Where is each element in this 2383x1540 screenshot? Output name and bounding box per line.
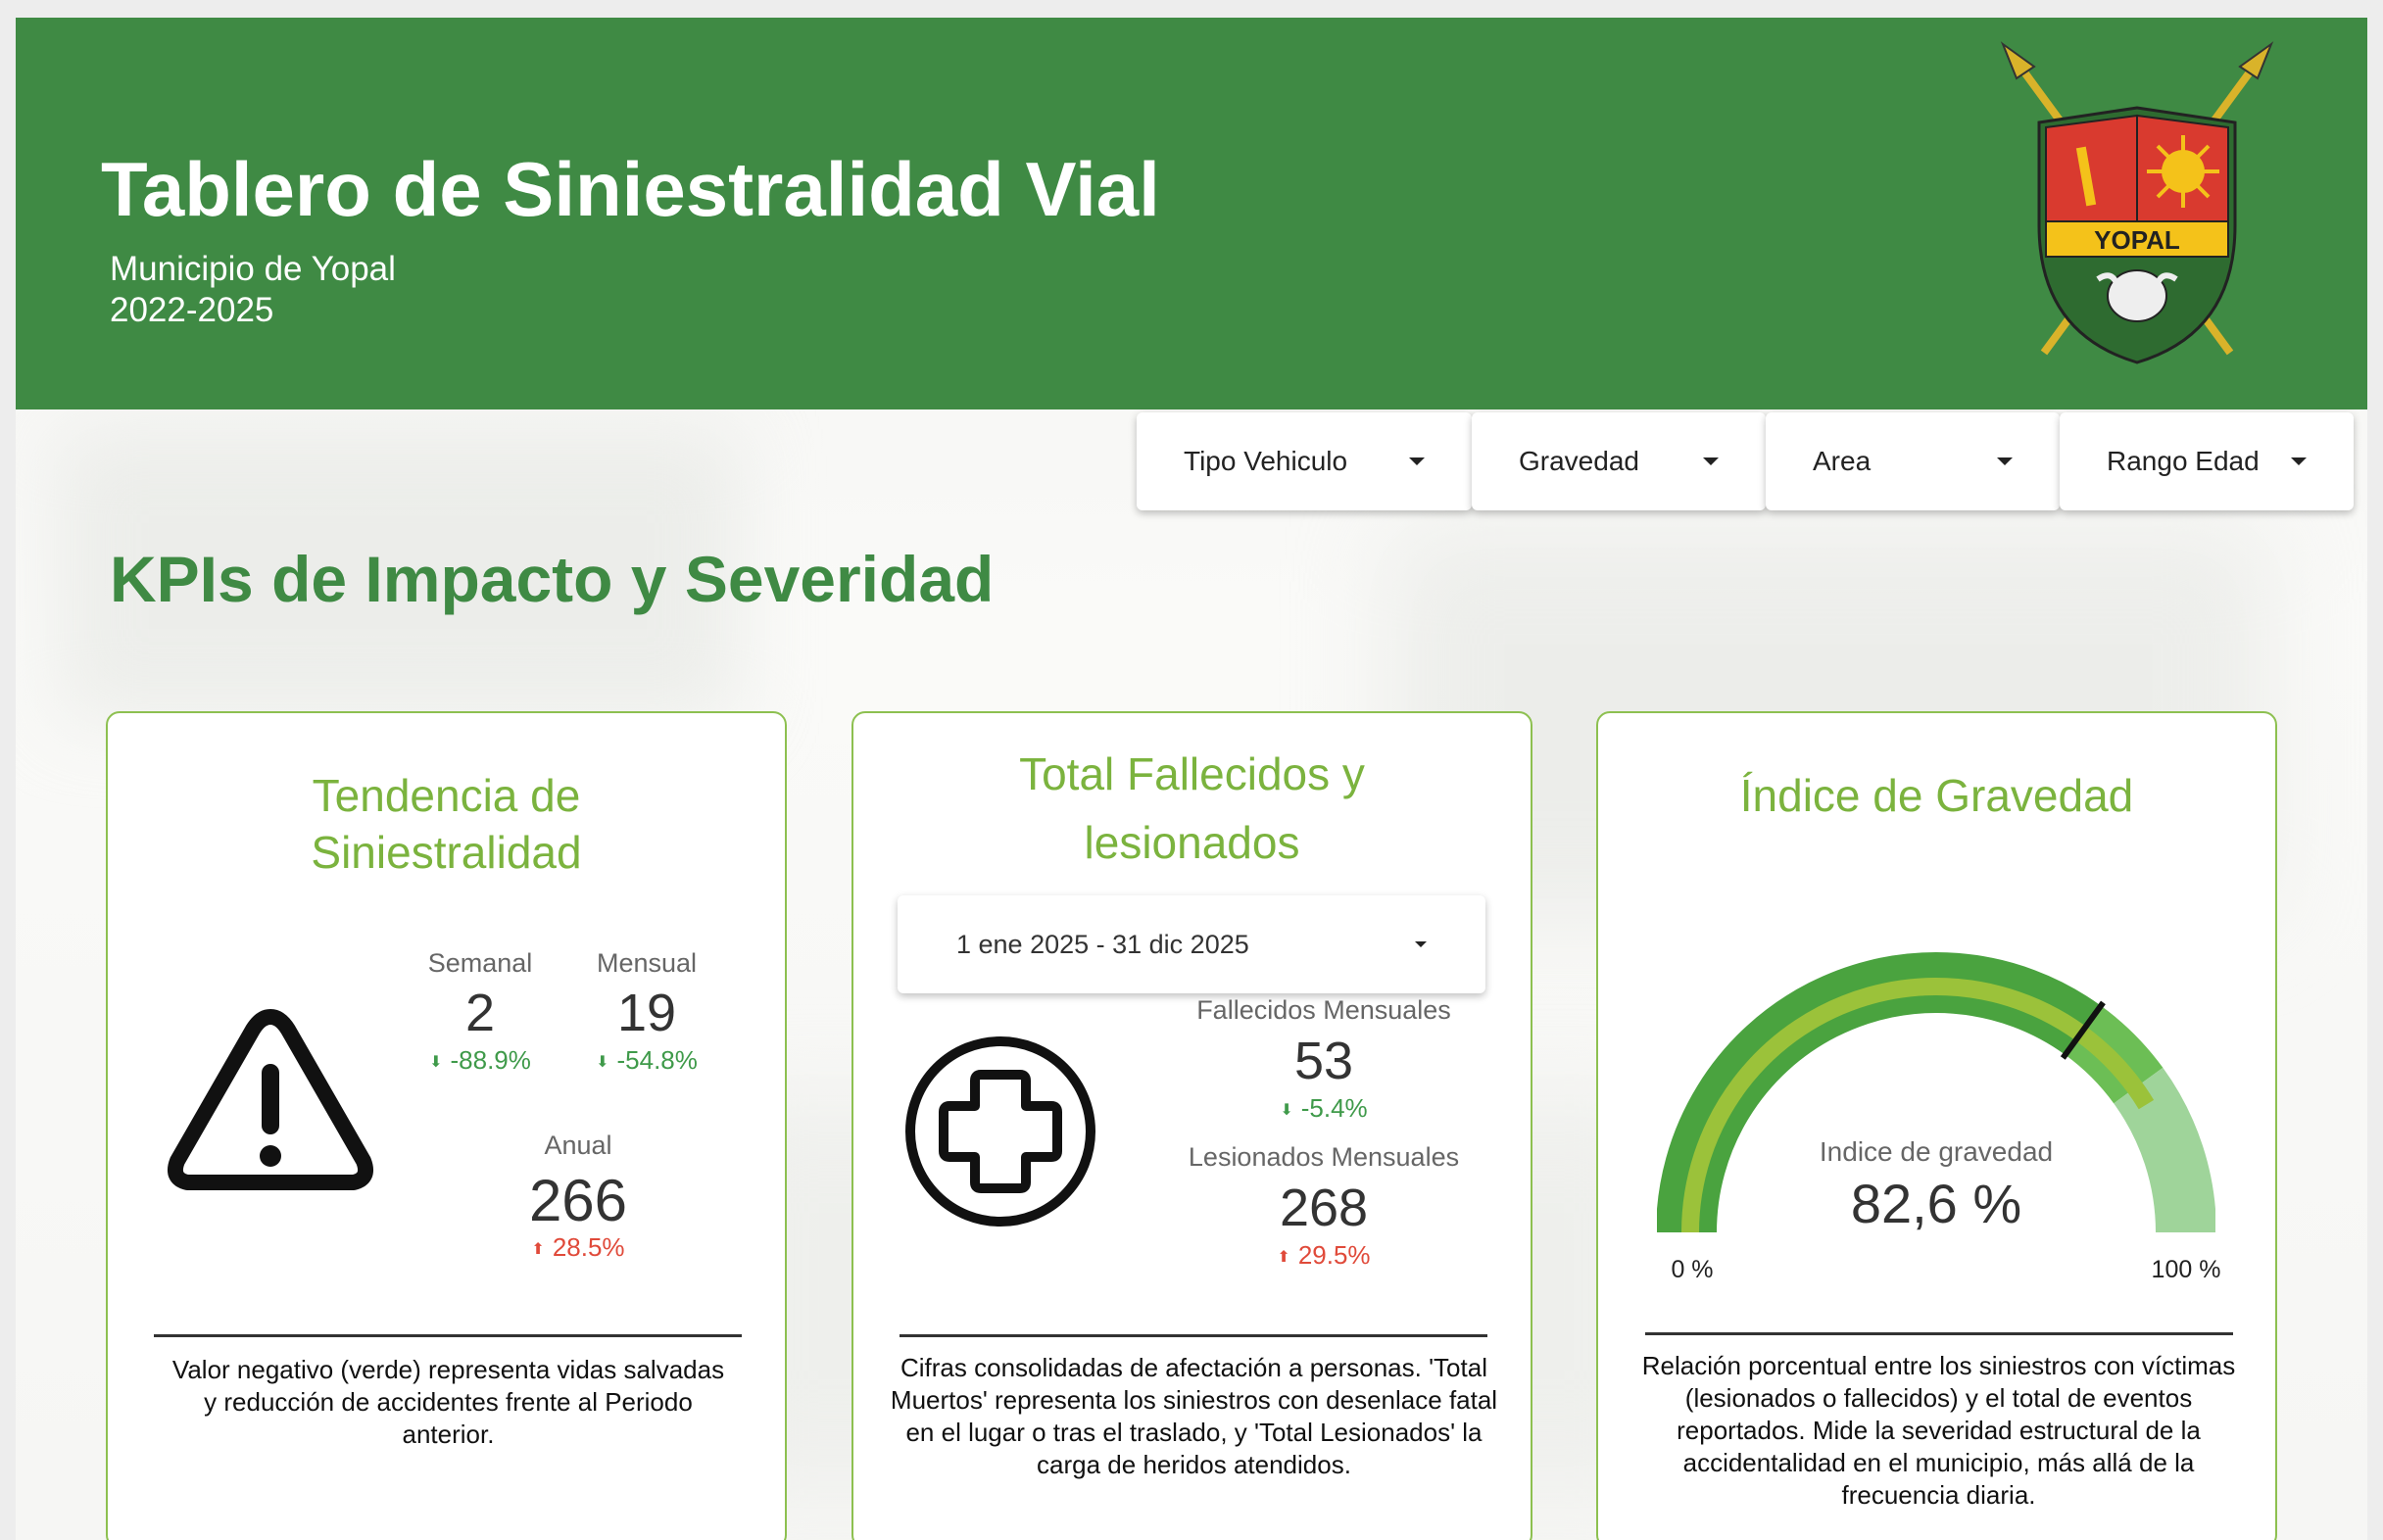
card-title-line: Total Fallecidos y (1019, 748, 1365, 799)
semanal-delta: ⬇ -88.9% (412, 1045, 549, 1076)
filter-label: Gravedad (1519, 446, 1639, 476)
card-title-line: Siniestralidad (311, 827, 582, 878)
filter-label: Rango Edad (2107, 446, 2260, 476)
mensual-delta: ⬇ -54.8% (578, 1045, 715, 1076)
year-range-label: 2022-2025 (110, 291, 274, 329)
severity-gauge (1657, 952, 2215, 1233)
delta-value: 28.5% (552, 1232, 625, 1262)
arrow-down-icon: ⬇ (596, 1054, 609, 1072)
card-title: Total Fallecidos y lesionados (853, 740, 1531, 877)
semanal-value: 2 (464, 984, 496, 1042)
yopal-coat-of-arms-logo: YOPAL (2000, 41, 2274, 364)
lesionados-value: 268 (1279, 1179, 1369, 1237)
arrow-down-icon: ⬇ (429, 1054, 443, 1072)
card-title: Índice de Gravedad (1739, 770, 2134, 821)
header-subtitle: Municipio de Yopal 2022-2025 (110, 249, 396, 331)
delta-value: -54.8% (616, 1045, 698, 1075)
card-note: Cifras consolidadas de afectación a pers… (890, 1353, 1498, 1479)
card-title: Tendencia de Siniestralidad (108, 767, 785, 881)
date-range-picker[interactable]: 1 ene 2025 - 31 dic 2025 (898, 895, 1485, 993)
mensual-label: Mensual (596, 948, 698, 978)
lesionados-label: Lesionados Mensuales (1188, 1142, 1460, 1172)
fallecidos-delta: ⬇ -5.4% (1147, 1093, 1500, 1124)
filter-label: Tipo Vehiculo (1184, 446, 1348, 476)
caret-down-icon (1415, 941, 1427, 947)
dashboard-canvas: Tablero de Siniestralidad Vial Municipio… (16, 18, 2367, 1540)
gauge-band-high (2113, 1067, 2215, 1233)
filter-tipo-vehiculo[interactable]: Tipo Vehiculo (1137, 412, 1472, 510)
card-divider (900, 1334, 1487, 1337)
date-range-value: 1 ene 2025 - 31 dic 2025 (956, 929, 1249, 959)
arrow-up-icon: ⬆ (531, 1241, 545, 1259)
card-title-line: lesionados (1084, 817, 1300, 868)
anual-delta: ⬆ 28.5% (500, 1232, 657, 1263)
gauge-target-marker (2060, 1000, 2106, 1060)
delta-value: -88.9% (450, 1045, 531, 1075)
card-indice-gravedad: Índice de Gravedad Indice de gravedad 82… (1596, 711, 2277, 1540)
arrow-down-icon: ⬇ (1280, 1102, 1293, 1120)
mensual-value: 19 (616, 984, 677, 1042)
anual-label: Anual (544, 1131, 612, 1160)
logo-text: YOPAL (2094, 225, 2180, 255)
fallecidos-value: 53 (1293, 1032, 1354, 1090)
medical-cross-icon (905, 1036, 1095, 1227)
municipality-label: Municipio de Yopal (110, 250, 396, 288)
page-title: Tablero de Siniestralidad Vial (101, 146, 1160, 232)
semanal-label: Semanal (427, 948, 533, 978)
warning-icon (168, 1009, 373, 1190)
arrow-up-icon: ⬆ (1277, 1249, 1290, 1267)
caret-down-icon (1703, 457, 1719, 465)
filter-area[interactable]: Area (1766, 412, 2060, 510)
fallecidos-label: Fallecidos Mensuales (1196, 995, 1451, 1025)
header-banner: Tablero de Siniestralidad Vial Municipio… (16, 18, 2367, 409)
card-divider (1645, 1332, 2233, 1335)
card-note: Valor negativo (verde) representa vidas … (171, 1355, 725, 1449)
caret-down-icon (1409, 457, 1425, 465)
gauge-label: Indice de gravedad (1819, 1136, 2054, 1167)
card-title-line: Tendencia de (312, 770, 581, 821)
section-title: KPIs de Impacto y Severidad (110, 543, 995, 615)
filter-label: Area (1813, 446, 1872, 476)
card-fallecidos: Total Fallecidos y lesionados 1 ene 2025… (851, 711, 1532, 1540)
gauge-max-label: 100 % (2151, 1256, 2221, 1283)
card-tendencia: Tendencia de Siniestralidad Semanal 2 ⬇ -… (106, 711, 787, 1540)
anual-value: 266 (528, 1168, 628, 1233)
caret-down-icon (1997, 457, 2013, 465)
filter-gravedad[interactable]: Gravedad (1472, 412, 1766, 510)
delta-value: 29.5% (1297, 1240, 1371, 1270)
gauge-value: 82,6 % (1850, 1173, 2022, 1234)
lesionados-delta: ⬆ 29.5% (1147, 1240, 1500, 1271)
gauge-min-label: 0 % (1671, 1256, 1714, 1283)
delta-value: -5.4% (1300, 1093, 1368, 1123)
card-divider (154, 1334, 742, 1337)
caret-down-icon (2291, 457, 2307, 465)
filter-rango-edad[interactable]: Rango Edad (2060, 412, 2354, 510)
card-note: Relación porcentual entre los siniestros… (1641, 1351, 2236, 1510)
